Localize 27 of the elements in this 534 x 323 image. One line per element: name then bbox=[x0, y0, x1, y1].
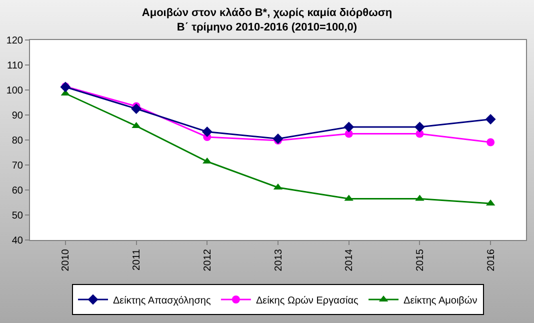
point bbox=[344, 122, 354, 132]
x-tick-label: 2015 bbox=[414, 248, 426, 272]
point bbox=[414, 122, 425, 132]
x-tick-label: 2014 bbox=[344, 248, 356, 272]
x-tick-label: 2012 bbox=[202, 248, 214, 272]
y-tick-label: 40 bbox=[12, 236, 24, 246]
legend-label: Δείκτης Απασχόλησης bbox=[113, 295, 211, 306]
y-tick-label: 80 bbox=[12, 136, 24, 146]
x-tick-label: 2016 bbox=[486, 248, 497, 272]
x-tick-label: 2013 bbox=[273, 248, 284, 272]
y-tick-label: 60 bbox=[12, 186, 24, 196]
y-tick-label: 70 bbox=[12, 160, 24, 172]
y-tick-label: 90 bbox=[12, 110, 24, 122]
legend-label: Δείκης Ωρών Εργασίας bbox=[256, 295, 359, 306]
y-tick-label: 50 bbox=[12, 210, 24, 222]
x-tick-label: 2011 bbox=[132, 248, 143, 271]
point bbox=[485, 114, 496, 124]
point bbox=[202, 126, 212, 137]
point bbox=[486, 138, 495, 146]
x-tick-label: 2010 bbox=[60, 248, 72, 272]
y-tick-label: 120 bbox=[6, 36, 24, 46]
y-tick-label: 100 bbox=[6, 86, 24, 96]
legend-label: Δείκτης Αμοιβών bbox=[404, 295, 478, 306]
point bbox=[131, 104, 142, 114]
y-tick-label: 110 bbox=[7, 60, 24, 72]
chart-title: Αμοιβών στον κλάδο Β*, χωρίς καμία διόρθωση Β΄ τρίμηνο 2010-2016 (2010=100,0) bbox=[142, 7, 392, 34]
point bbox=[272, 134, 284, 144]
